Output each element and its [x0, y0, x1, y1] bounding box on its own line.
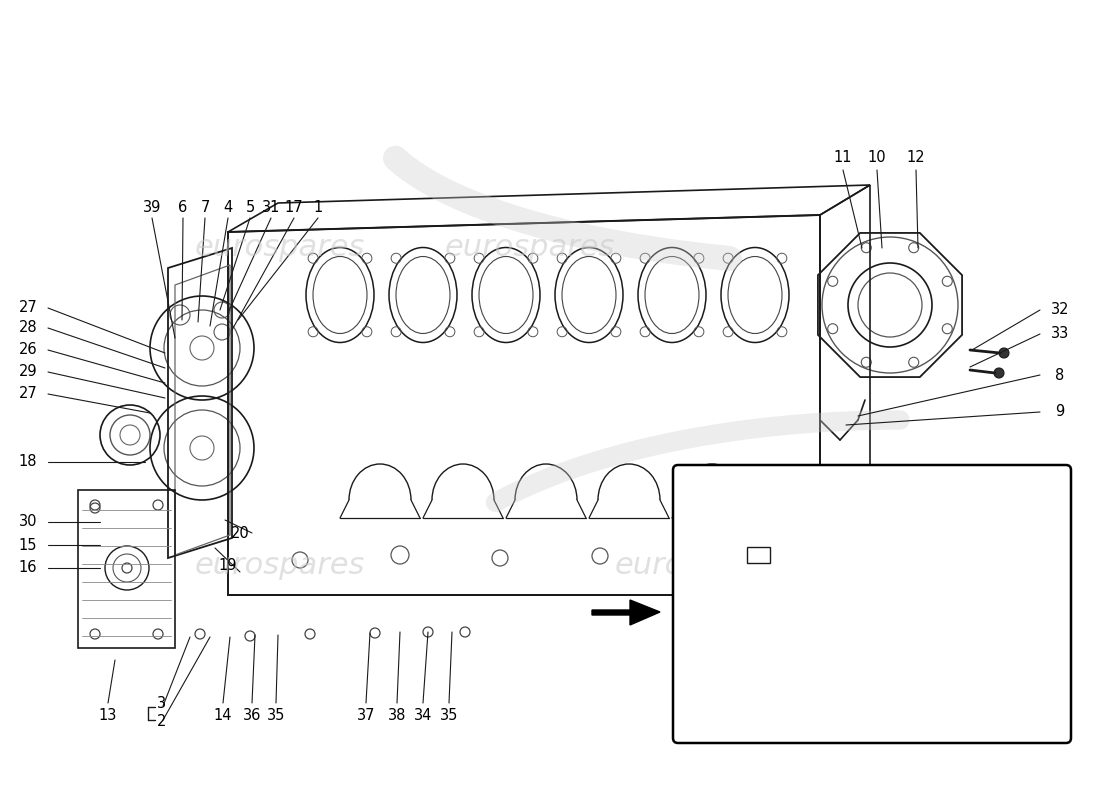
Circle shape [999, 348, 1009, 358]
Text: 27: 27 [19, 386, 37, 402]
Text: 27: 27 [19, 301, 37, 315]
Text: 20: 20 [231, 526, 250, 541]
Text: 18: 18 [19, 454, 37, 470]
FancyBboxPatch shape [673, 465, 1071, 743]
Text: eurospares: eurospares [444, 234, 615, 262]
Text: 7: 7 [200, 201, 210, 215]
Text: 29: 29 [19, 365, 37, 379]
Text: 3: 3 [157, 697, 166, 711]
Text: 21: 21 [777, 481, 795, 495]
Text: 9: 9 [1055, 405, 1065, 419]
Text: 4: 4 [223, 201, 232, 215]
Text: 24: 24 [728, 481, 746, 495]
Text: 1: 1 [314, 201, 322, 215]
Text: 37: 37 [356, 707, 375, 722]
Text: 34: 34 [414, 707, 432, 722]
Text: 31: 31 [262, 201, 280, 215]
Text: 10: 10 [868, 150, 887, 166]
Text: 6: 6 [178, 201, 188, 215]
Text: 35: 35 [440, 707, 459, 722]
Text: 23: 23 [802, 481, 821, 495]
Text: 36: 36 [243, 707, 261, 722]
Text: eurospares: eurospares [615, 550, 785, 579]
Text: 14: 14 [213, 707, 232, 722]
Polygon shape [592, 600, 660, 625]
Text: 12: 12 [906, 150, 925, 166]
Text: 28: 28 [19, 321, 37, 335]
Text: 16: 16 [19, 561, 37, 575]
Text: 39: 39 [143, 201, 162, 215]
Text: 8: 8 [1055, 367, 1065, 382]
Text: 19: 19 [219, 558, 238, 573]
Text: 30: 30 [19, 514, 37, 530]
Text: 25: 25 [703, 481, 722, 495]
Text: 38: 38 [388, 707, 406, 722]
Text: eurospares: eurospares [195, 550, 365, 579]
Text: 26: 26 [19, 342, 37, 358]
Text: eurospares: eurospares [195, 234, 365, 262]
Text: 5: 5 [245, 201, 254, 215]
Text: Soluzione superata: Soluzione superata [767, 697, 978, 715]
Text: 35: 35 [267, 707, 285, 722]
Text: 17: 17 [285, 201, 304, 215]
Text: Old solution: Old solution [805, 717, 938, 735]
Text: 15: 15 [19, 538, 37, 553]
Text: 13: 13 [99, 707, 118, 722]
Text: 11: 11 [834, 150, 852, 166]
Text: 32: 32 [1050, 302, 1069, 318]
Circle shape [994, 368, 1004, 378]
Text: 22: 22 [752, 481, 771, 495]
Text: 33: 33 [1050, 326, 1069, 342]
Text: 2: 2 [157, 714, 167, 730]
